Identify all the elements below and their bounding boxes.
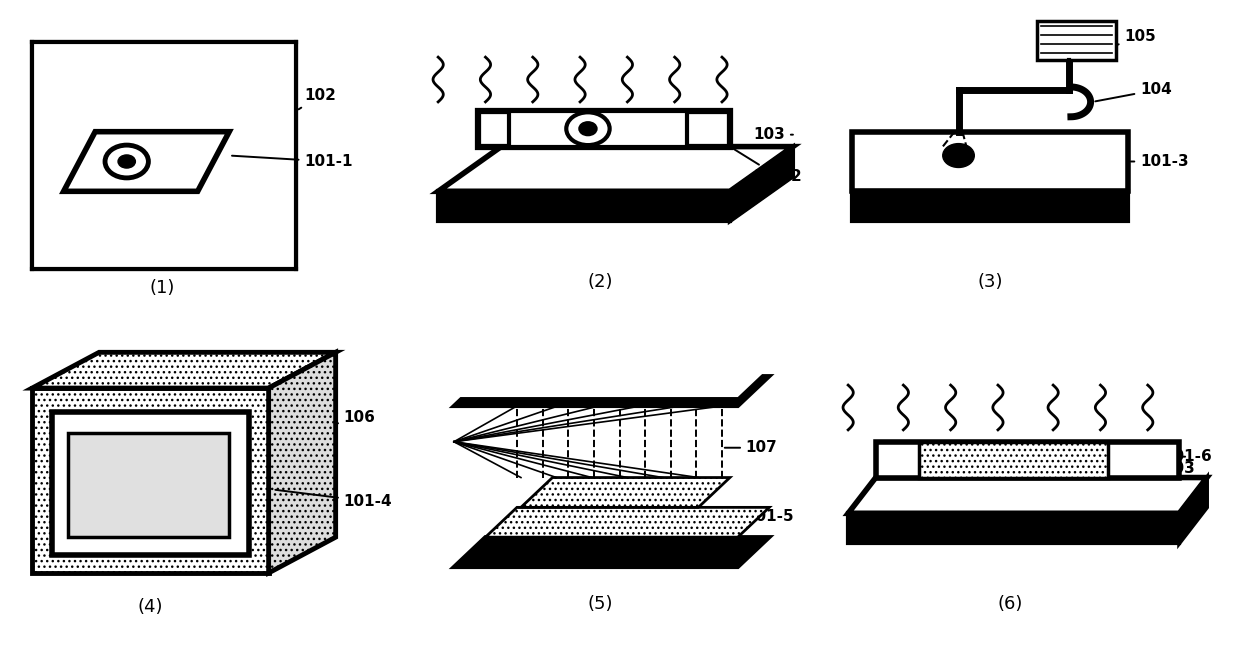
- Polygon shape: [439, 191, 730, 221]
- Polygon shape: [849, 514, 1180, 543]
- Text: 102: 102: [299, 89, 336, 109]
- Text: 101-6: 101-6: [1163, 449, 1212, 464]
- Polygon shape: [439, 147, 793, 191]
- Polygon shape: [32, 352, 336, 388]
- Polygon shape: [477, 111, 730, 147]
- Text: 101-2: 101-2: [732, 148, 803, 184]
- Text: (1): (1): [150, 278, 175, 297]
- Polygon shape: [453, 376, 769, 406]
- Polygon shape: [1180, 477, 1207, 543]
- Text: 103: 103: [753, 127, 793, 142]
- Polygon shape: [730, 147, 793, 221]
- Text: (5): (5): [587, 595, 612, 612]
- Text: (3): (3): [978, 273, 1002, 291]
- Polygon shape: [509, 111, 686, 147]
- Polygon shape: [52, 412, 249, 555]
- Text: 101-3: 101-3: [1131, 154, 1188, 169]
- Polygon shape: [32, 42, 296, 269]
- Polygon shape: [852, 132, 1127, 191]
- Polygon shape: [68, 433, 229, 537]
- Polygon shape: [849, 477, 1207, 514]
- Polygon shape: [919, 442, 1109, 477]
- Text: (2): (2): [587, 273, 612, 291]
- Text: 101-4: 101-4: [275, 490, 393, 509]
- Text: 101-1: 101-1: [232, 154, 353, 169]
- Polygon shape: [876, 442, 1180, 477]
- Text: 107: 107: [725, 440, 777, 455]
- Text: 101-5: 101-5: [737, 509, 794, 524]
- Text: (6): (6): [997, 595, 1022, 612]
- Polygon shape: [63, 132, 229, 191]
- Text: 105: 105: [1116, 29, 1156, 45]
- Polygon shape: [269, 352, 336, 573]
- Polygon shape: [453, 537, 769, 567]
- Text: (4): (4): [138, 598, 164, 616]
- Text: 106: 106: [336, 410, 375, 426]
- Text: 104: 104: [1095, 83, 1172, 101]
- Polygon shape: [520, 477, 730, 507]
- Polygon shape: [32, 388, 269, 573]
- Polygon shape: [486, 507, 769, 537]
- Bar: [1037, 21, 1116, 60]
- Circle shape: [105, 145, 149, 178]
- Polygon shape: [32, 42, 296, 269]
- Circle shape: [580, 122, 597, 135]
- Text: 103: 103: [1163, 461, 1196, 476]
- Circle shape: [566, 112, 610, 145]
- Circle shape: [118, 155, 135, 168]
- Polygon shape: [453, 367, 769, 397]
- Polygon shape: [852, 191, 1127, 221]
- Circle shape: [943, 143, 974, 167]
